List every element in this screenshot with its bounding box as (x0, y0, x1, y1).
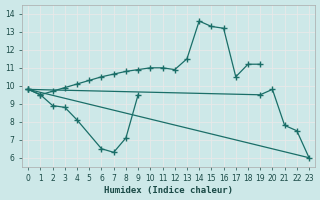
X-axis label: Humidex (Indice chaleur): Humidex (Indice chaleur) (104, 186, 233, 195)
